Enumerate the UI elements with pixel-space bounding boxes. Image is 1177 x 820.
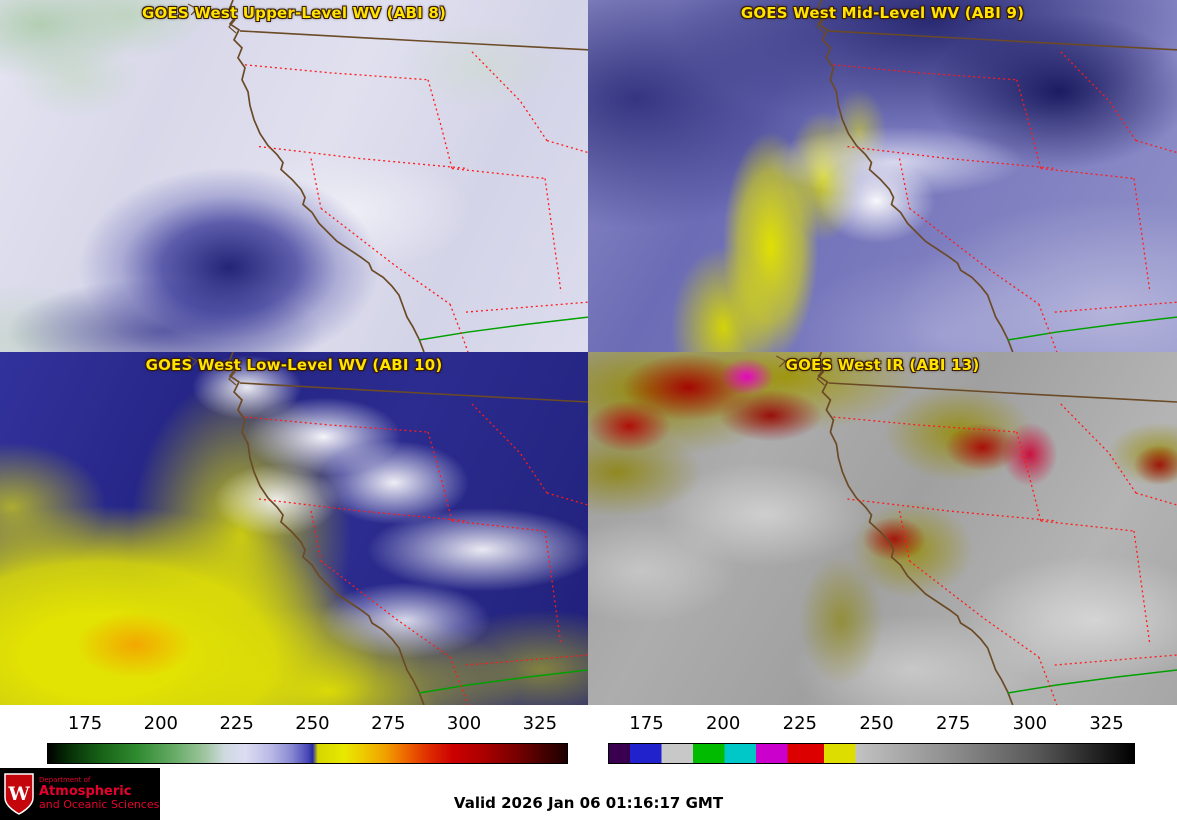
tick-label: 300 [446, 713, 482, 734]
ir-colorbar-ticks: 175 200 225 250 275 300 325 [608, 713, 1135, 737]
tick-label: 200 [705, 713, 741, 734]
logo-line-oceanic: and Oceanic Sciences [39, 797, 160, 811]
colorbar-row: 175 200 225 250 275 300 325 175 200 225 … [0, 705, 1177, 768]
ir-colorbar-gradient [608, 743, 1135, 764]
pacific-coastline [227, 0, 425, 352]
panel-grid: GOES West Upper-Level WV (ABI 8) [0, 0, 1177, 705]
map-overlay [187, 0, 588, 352]
logo-line-atmospheric: Atmospheric [39, 783, 132, 799]
map-slot [588, 0, 1177, 352]
mexico-border-line [1007, 316, 1177, 341]
map-overlay [187, 352, 588, 705]
tick-label: 225 [219, 713, 254, 734]
panel-mid-level-wv: GOES West Mid-Level WV (ABI 9) [588, 0, 1177, 352]
tick-label: 200 [143, 713, 179, 734]
wv-colorbar-ticks: 175 200 225 250 275 300 325 [47, 713, 568, 737]
puget-sound-line [816, 11, 825, 34]
wv-colorbar-gradient [47, 743, 568, 764]
panel-ir: GOES West IR (ABI 13) [588, 352, 1177, 705]
map-overlay [776, 0, 1177, 352]
tick-label: 250 [859, 713, 894, 734]
aos-logo: W Department of Atmospheric and Oceanic … [0, 768, 160, 820]
tick-label: 275 [935, 713, 971, 734]
map-slot [0, 352, 588, 705]
map-overlay [776, 352, 1177, 705]
state-border-lines [244, 403, 588, 705]
state-border-lines [833, 51, 1177, 352]
vancouver-island-line [187, 355, 198, 368]
mexico-border-line [418, 669, 588, 694]
wv-colorbar-block: 175 200 225 250 275 300 325 [0, 705, 588, 768]
puget-sound-line [816, 363, 825, 386]
logo-text: Department of Atmospheric and Oceanic Sc… [39, 775, 160, 811]
panel-title-mid-wv: GOES West Mid-Level WV (ABI 9) [740, 4, 1025, 22]
vancouver-island-line [776, 3, 787, 16]
canada-border-line [239, 382, 588, 403]
map-slot [0, 0, 588, 352]
valid-time: Valid 2026 Jan 06 01:16:17 GMT [453, 794, 724, 812]
canada-border-line [239, 30, 588, 51]
panel-title-ir: GOES West IR (ABI 13) [785, 356, 980, 374]
tick-label: 300 [1012, 713, 1048, 734]
ir-colorbar-block: 175 200 225 250 275 300 325 [588, 705, 1177, 768]
tick-label: 175 [629, 713, 664, 734]
svg-text:W: W [7, 783, 30, 805]
pacific-coastline [227, 352, 425, 705]
state-border-lines [244, 51, 588, 352]
uw-crest-icon: W [4, 773, 34, 815]
puget-sound-line [228, 11, 237, 34]
tick-label: 325 [522, 713, 558, 734]
panel-title-upper-wv: GOES West Upper-Level WV (ABI 8) [141, 4, 447, 22]
puget-sound-line [228, 363, 237, 386]
tick-label: 275 [371, 713, 406, 734]
vancouver-island-line [776, 355, 787, 368]
footer: W Department of Atmospheric and Oceanic … [0, 768, 1177, 820]
mexico-border-line [1007, 669, 1177, 694]
pacific-coastline [816, 352, 1014, 705]
pacific-coastline [816, 0, 1014, 352]
panel-low-level-wv: GOES West Low-Level WV (ABI 10) [0, 352, 588, 705]
canada-border-line [828, 30, 1177, 51]
tick-label: 175 [67, 713, 103, 734]
tick-label: 225 [782, 713, 817, 734]
mexico-border-line [418, 316, 588, 341]
tick-label: 325 [1089, 713, 1124, 734]
panel-title-low-wv: GOES West Low-Level WV (ABI 10) [145, 356, 443, 374]
canada-border-line [828, 382, 1177, 403]
tick-label: 250 [295, 713, 330, 734]
panel-upper-level-wv: GOES West Upper-Level WV (ABI 8) [0, 0, 588, 352]
state-border-lines [833, 403, 1177, 705]
map-slot [588, 352, 1177, 705]
logo-line-department: Department of [39, 775, 91, 784]
vancouver-island-line [187, 3, 198, 16]
